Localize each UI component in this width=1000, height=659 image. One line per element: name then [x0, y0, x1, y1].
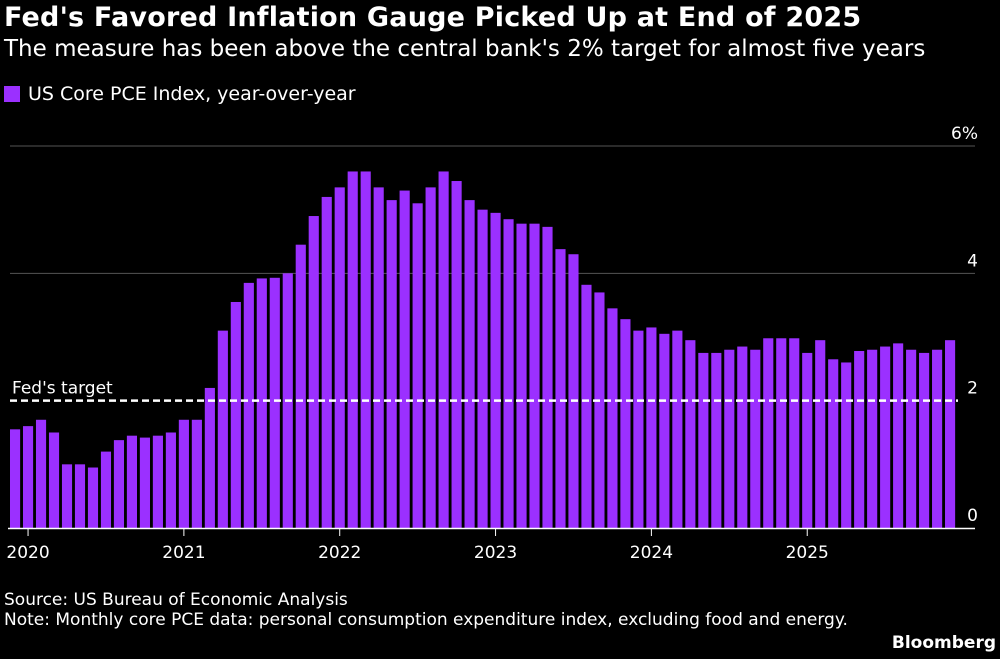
bar	[906, 349, 917, 528]
bar	[750, 349, 761, 528]
legend: US Core PCE Index, year-over-year	[4, 83, 356, 105]
bar	[451, 181, 462, 528]
bar	[477, 209, 488, 528]
bar	[815, 340, 826, 528]
bar	[880, 346, 891, 528]
bar	[334, 187, 345, 528]
bar	[581, 284, 592, 528]
chart-title: Fed's Favored Inflation Gauge Picked Up …	[4, 2, 862, 33]
bar	[659, 333, 670, 528]
bar	[438, 171, 449, 528]
bar	[217, 330, 228, 528]
y-tick-label: 0	[967, 506, 978, 526]
bar	[828, 359, 839, 528]
bar	[698, 352, 709, 528]
bar	[204, 387, 215, 528]
bar	[919, 352, 930, 528]
bar	[139, 437, 150, 528]
bar	[711, 352, 722, 528]
x-tick-label: 2024	[630, 543, 673, 563]
y-tick-label: 2	[967, 379, 978, 399]
bar	[347, 171, 358, 528]
bar	[841, 362, 852, 528]
footer: Source: US Bureau of Economic Analysis N…	[4, 590, 864, 630]
bar	[10, 429, 21, 528]
bar	[178, 419, 189, 528]
bar	[74, 464, 86, 528]
bar	[672, 330, 683, 528]
bar	[321, 196, 332, 528]
bar	[269, 277, 280, 528]
bar	[594, 292, 605, 528]
bar	[87, 467, 99, 528]
bar	[516, 223, 527, 528]
legend-swatch	[4, 86, 20, 102]
bar	[568, 254, 579, 528]
bar	[802, 352, 813, 528]
bar	[464, 200, 475, 528]
bar	[152, 435, 163, 528]
bar	[35, 419, 47, 528]
bar	[165, 432, 176, 528]
bar	[555, 249, 566, 528]
bar	[607, 308, 618, 528]
target-label: Fed's target	[12, 379, 113, 399]
bar	[737, 346, 748, 528]
bar	[763, 338, 774, 528]
bar	[243, 282, 254, 528]
bar	[945, 340, 956, 528]
bar	[61, 464, 73, 528]
y-tick-label: 4	[967, 251, 978, 271]
x-tick-label: 2023	[474, 543, 517, 563]
legend-label: US Core PCE Index, year-over-year	[28, 83, 356, 105]
bar	[503, 219, 514, 528]
bar	[48, 432, 60, 528]
bar	[620, 319, 631, 528]
bar	[386, 200, 397, 528]
source-text: Source: US Bureau of Economic Analysis	[4, 590, 348, 610]
bar	[308, 216, 319, 529]
bar	[685, 340, 696, 528]
bar	[399, 190, 410, 529]
bar	[776, 338, 787, 528]
bar	[412, 203, 423, 529]
bar	[633, 330, 644, 528]
bar	[230, 301, 241, 528]
bar	[100, 451, 112, 528]
bar	[425, 187, 436, 528]
bar	[646, 327, 657, 528]
bar	[789, 338, 800, 528]
bar	[867, 349, 878, 528]
bar	[529, 223, 540, 528]
bar	[373, 187, 384, 528]
x-tick-label: 2022	[318, 543, 361, 563]
bar	[22, 426, 34, 528]
bar	[360, 171, 371, 528]
bar	[113, 440, 125, 528]
bar	[256, 278, 267, 528]
note-text: Note: Monthly core PCE data: personal co…	[4, 610, 848, 630]
x-tick-label: 2025	[786, 543, 829, 563]
bar	[893, 343, 904, 528]
bar	[542, 226, 553, 528]
bar	[490, 212, 501, 528]
bar	[724, 349, 735, 528]
x-tick-label: 2021	[162, 543, 205, 563]
bar	[191, 419, 202, 528]
chart-subtitle: The measure has been above the central b…	[4, 36, 926, 62]
bar	[126, 435, 138, 528]
bar	[854, 351, 865, 528]
y-tick-label: 6%	[951, 124, 978, 144]
bloomberg-logo: Bloomberg	[891, 633, 996, 653]
x-tick-label: 2020	[6, 543, 49, 563]
bar	[295, 244, 306, 528]
bar	[932, 349, 943, 528]
